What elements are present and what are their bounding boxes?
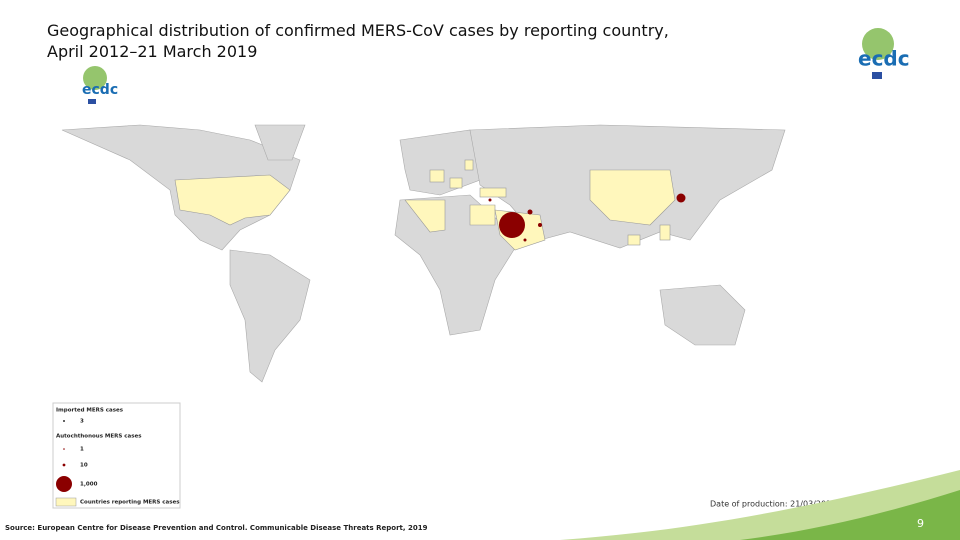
world-map [61, 124, 786, 383]
legend-symbol [63, 448, 65, 450]
case-bubble [523, 238, 527, 242]
slide-title: Geographical distribution of confirmed M… [47, 21, 669, 61]
malaysia [627, 234, 641, 246]
legend-label: 10 [80, 463, 88, 469]
case-bubble [676, 193, 686, 203]
source: Source: European Centre for Disease Prev… [5, 524, 428, 532]
case-bubble [527, 209, 533, 215]
logo-text: ecdc [82, 82, 118, 98]
legend-symbol [56, 476, 72, 492]
australia [659, 284, 746, 346]
case-bubble [499, 212, 525, 238]
usa [174, 174, 291, 226]
reporting-countries [174, 159, 676, 251]
legend: Imported MERS cases 3 Autochthonous MERS… [55, 408, 180, 507]
south-america [229, 249, 311, 383]
legend-heading: Imported MERS cases [56, 408, 124, 414]
legend-symbol [63, 420, 65, 422]
algeria [404, 199, 446, 233]
greenland [254, 124, 306, 161]
europe-country [429, 169, 445, 183]
egypt [469, 204, 496, 226]
legend-heading: Autochthonous MERS cases [56, 434, 142, 440]
logo-small: ecdc [82, 66, 118, 104]
page-number: 9 [917, 517, 924, 530]
legend-label: 1,000 [80, 482, 98, 488]
case-bubble [538, 223, 542, 227]
legend-symbol [62, 463, 66, 467]
legend-label: Countries reporting MERS cases [80, 500, 180, 506]
turkey [479, 187, 507, 198]
legend-symbol [55, 497, 77, 507]
date-of-production: Date of production: 21/03/2019 [710, 500, 836, 509]
legend-box [52, 402, 181, 509]
philippines [659, 224, 671, 241]
china [589, 169, 676, 226]
logo-text: ecdc [858, 47, 910, 71]
legend-label: 1 [80, 447, 84, 453]
footer-wave [740, 490, 960, 540]
europe-country [449, 177, 463, 189]
logo-large: ecdc [858, 28, 910, 79]
europe-country [464, 159, 474, 171]
case-bubble [488, 198, 492, 202]
case-bubbles [488, 193, 686, 242]
legend-label: 3 [80, 419, 84, 425]
